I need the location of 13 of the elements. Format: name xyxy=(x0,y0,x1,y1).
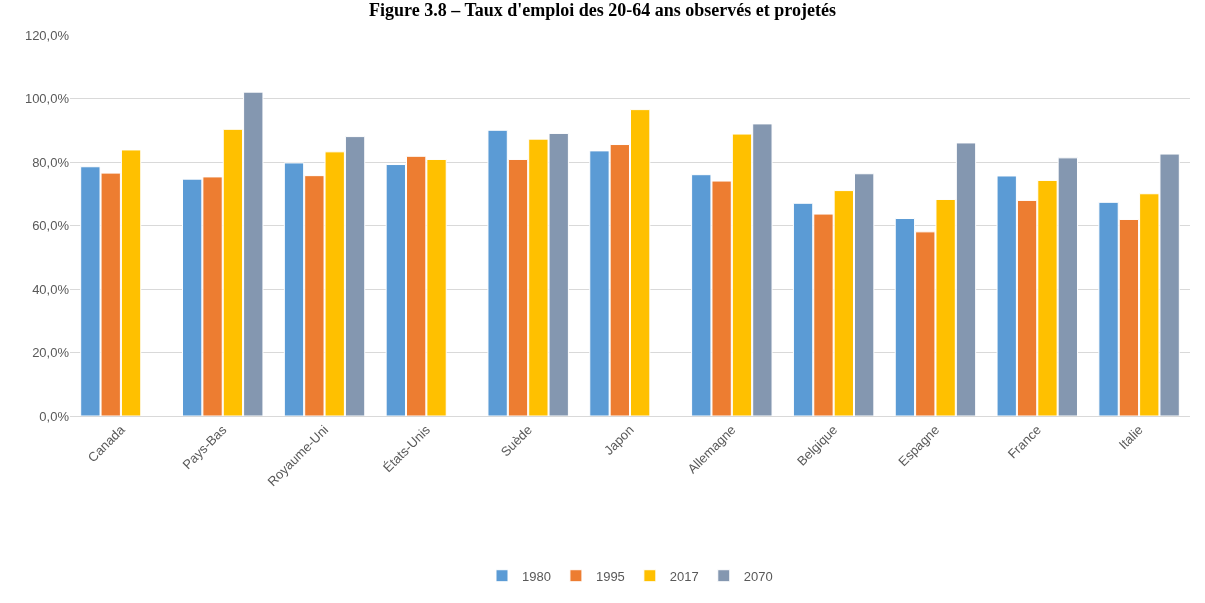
legend-label: 1995 xyxy=(595,568,625,584)
y-tick-label: 80,0% xyxy=(32,154,70,170)
y-tick-label: 100,0% xyxy=(24,91,70,107)
legend-label: 2070 xyxy=(743,568,773,584)
x-tick-label: Italie xyxy=(1115,422,1146,453)
legend-label: 2017 xyxy=(669,568,699,584)
y-tick-label: 0,0% xyxy=(39,408,70,424)
y-tick-label: 40,0% xyxy=(32,281,70,297)
chart-title: Figure 3.8 – Taux d'emploi des 20-64 ans observés et projetés xyxy=(369,0,836,20)
y-tick-label: 120,0% xyxy=(24,27,70,43)
y-tick-label: 20,0% xyxy=(32,345,70,361)
y-tick-label: 60,0% xyxy=(32,218,70,234)
legend-label: 1980 xyxy=(522,568,551,584)
